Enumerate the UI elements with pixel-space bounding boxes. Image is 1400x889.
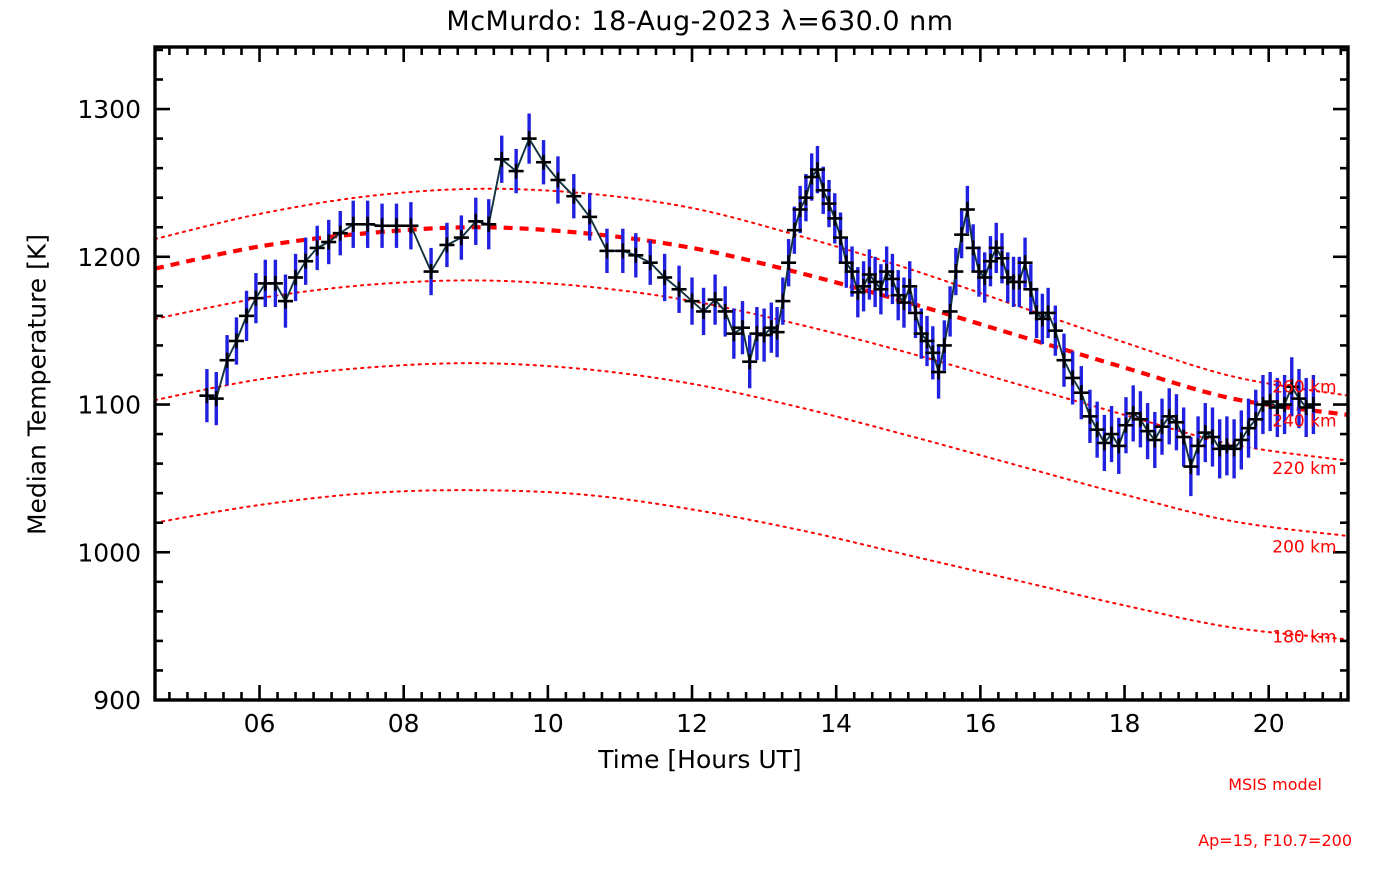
altitude-label: 200 km [1272, 537, 1336, 557]
axes-frame [153, 45, 1350, 702]
altitude-label: 240 km [1272, 412, 1336, 432]
altitude-label: 260 km [1272, 378, 1336, 398]
x-tick-label: 06 [244, 709, 276, 738]
y-tick-label: 1200 [77, 243, 141, 272]
altitude-label: 220 km [1272, 459, 1336, 479]
data-point-markers [199, 131, 1321, 475]
msis-params-label: Ap=15, F10.7=200 [1198, 831, 1352, 851]
altitude-label: 180 km [1272, 627, 1336, 647]
msis-annotation: MSIS model Ap=15, F10.7=200 [1198, 738, 1352, 889]
axis-tick-labels: 06 08 10 12 14 16 18 20 900 1000 1100 1200 1300 [77, 95, 1284, 738]
x-tick-label: 16 [964, 709, 996, 738]
msis-model-label: MSIS model [1228, 774, 1322, 794]
x-tick-label: 08 [388, 709, 420, 738]
x-tick-label: 14 [820, 709, 852, 738]
y-axis-label: Median Temperature [K] [22, 233, 52, 536]
x-tick-label: 12 [676, 709, 708, 738]
y-tick-label: 1100 [77, 391, 141, 420]
temperature-time-chart: 06 08 10 12 14 16 18 20 900 1000 1100 1200 1300 260 … [77, 45, 1350, 738]
y-tick-label: 1300 [77, 95, 141, 124]
x-tick-label: 20 [1253, 709, 1285, 738]
y-tick-label: 900 [93, 686, 141, 715]
x-tick-label: 18 [1109, 709, 1141, 738]
x-tick-label: 10 [532, 709, 564, 738]
figure-canvas: McMurdo: 18-Aug-2023 λ=630.0 nm 06 08 10 12… [22, 6, 1352, 851]
page-title: McMurdo: 18-Aug-2023 λ=630.0 nm [446, 6, 954, 37]
y-tick-label: 1000 [77, 538, 141, 567]
altitude-labels: 260 km 240 km 220 km 200 km 180 km [1272, 378, 1336, 648]
x-axis-label: Time [Hours UT] [598, 745, 802, 774]
